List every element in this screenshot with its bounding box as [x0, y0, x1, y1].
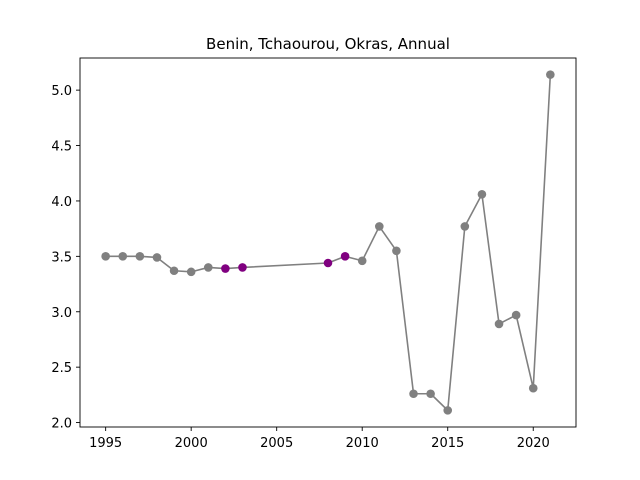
data-point	[186, 267, 196, 277]
x-tick-label: 2020	[517, 436, 550, 451]
axes: 1995 2000 2005 2010 2015 2020 2.0 2.5 3.0 3.5 4.0 4…	[51, 57, 577, 451]
x-tick-label: 2000	[175, 436, 208, 451]
highlighted-data-point	[221, 264, 230, 273]
plot-frame	[79, 57, 577, 428]
x-tick-label: 2005	[260, 436, 293, 451]
y-tick-label: 2.5	[51, 361, 72, 376]
y-tick-label: 4.0	[51, 195, 72, 210]
data-point	[546, 70, 555, 79]
x-tick-label: 2015	[431, 436, 464, 451]
y-tick-label: 2.0	[51, 417, 72, 432]
data-point	[357, 256, 367, 266]
data-point	[528, 383, 538, 393]
data-point	[375, 222, 384, 231]
data-point	[443, 406, 453, 415]
highlighted-data-point	[323, 258, 333, 268]
highlighted-data-point	[238, 263, 247, 272]
data-point	[460, 222, 470, 231]
data-point	[203, 263, 213, 272]
y-tick-label: 5.0	[51, 84, 72, 99]
data-point	[118, 252, 128, 261]
y-tick-label: 3.5	[51, 250, 72, 265]
data-point	[101, 252, 110, 261]
x-tick-label: 1995	[89, 436, 122, 451]
y-tick-label: 4.5	[51, 140, 72, 155]
data-point	[152, 253, 162, 262]
data-point	[169, 266, 179, 276]
plot-marks	[101, 70, 555, 415]
chart-title: Benin, Tchaourou, Okras, Annual	[206, 35, 450, 53]
data-point	[135, 252, 145, 261]
y-tick-label: 3.0	[51, 306, 72, 321]
data-point	[392, 246, 401, 256]
data-point	[511, 310, 521, 320]
data-point	[409, 389, 418, 399]
x-tick-label: 2010	[346, 436, 379, 451]
data-point	[494, 319, 504, 329]
data-point	[477, 190, 487, 199]
highlighted-data-point	[340, 252, 350, 261]
data-point	[426, 389, 435, 399]
